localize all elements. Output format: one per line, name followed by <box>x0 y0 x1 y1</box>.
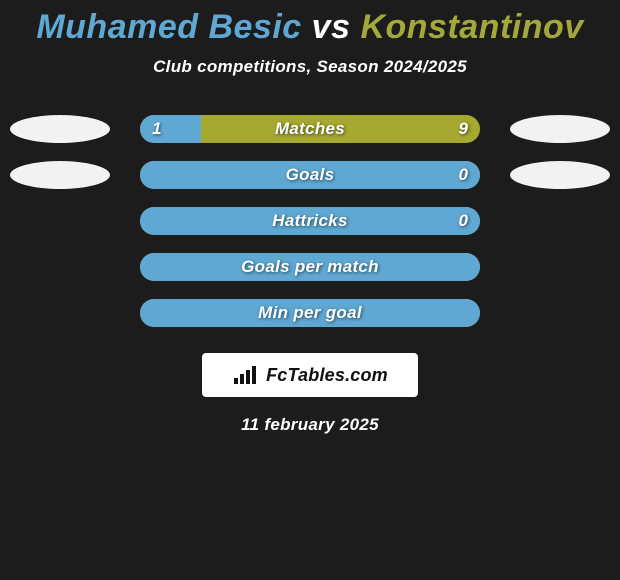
page-title: Muhamed Besic vs Konstantinov <box>0 0 620 47</box>
stat-bar-track <box>140 207 480 235</box>
subtitle: Club competitions, Season 2024/2025 <box>0 57 620 77</box>
stat-row: Matches19 <box>0 115 620 161</box>
stat-bar-fill-left <box>140 253 480 281</box>
brand-text: FcTables.com <box>266 365 388 386</box>
stat-bar-track <box>140 115 480 143</box>
comparison-infographic: Muhamed Besic vs Konstantinov Club compe… <box>0 0 620 580</box>
stat-row: Hattricks0 <box>0 207 620 253</box>
avatar-left <box>10 161 110 189</box>
stat-row: Goals0 <box>0 161 620 207</box>
vs-separator: vs <box>312 8 351 46</box>
brand-bars-icon <box>232 364 260 386</box>
stat-bar-track <box>140 299 480 327</box>
date-label: 11 february 2025 <box>0 415 620 435</box>
avatar-right <box>510 161 610 189</box>
stat-bar-fill-left <box>140 207 480 235</box>
stat-row: Goals per match <box>0 253 620 299</box>
stat-bar-fill-left <box>140 115 201 143</box>
stat-row: Min per goal <box>0 299 620 345</box>
stat-bar-fill-left <box>140 299 480 327</box>
stat-bar-fill-left <box>140 161 480 189</box>
stats-panel: Matches19Goals0Hattricks0Goals per match… <box>0 115 620 345</box>
stat-bar-track <box>140 253 480 281</box>
player-right-name: Konstantinov <box>360 8 583 46</box>
player-left-name: Muhamed Besic <box>36 8 301 46</box>
stat-bar-track <box>140 161 480 189</box>
brand-badge: FcTables.com <box>202 353 418 397</box>
avatar-left <box>10 115 110 143</box>
avatar-right <box>510 115 610 143</box>
